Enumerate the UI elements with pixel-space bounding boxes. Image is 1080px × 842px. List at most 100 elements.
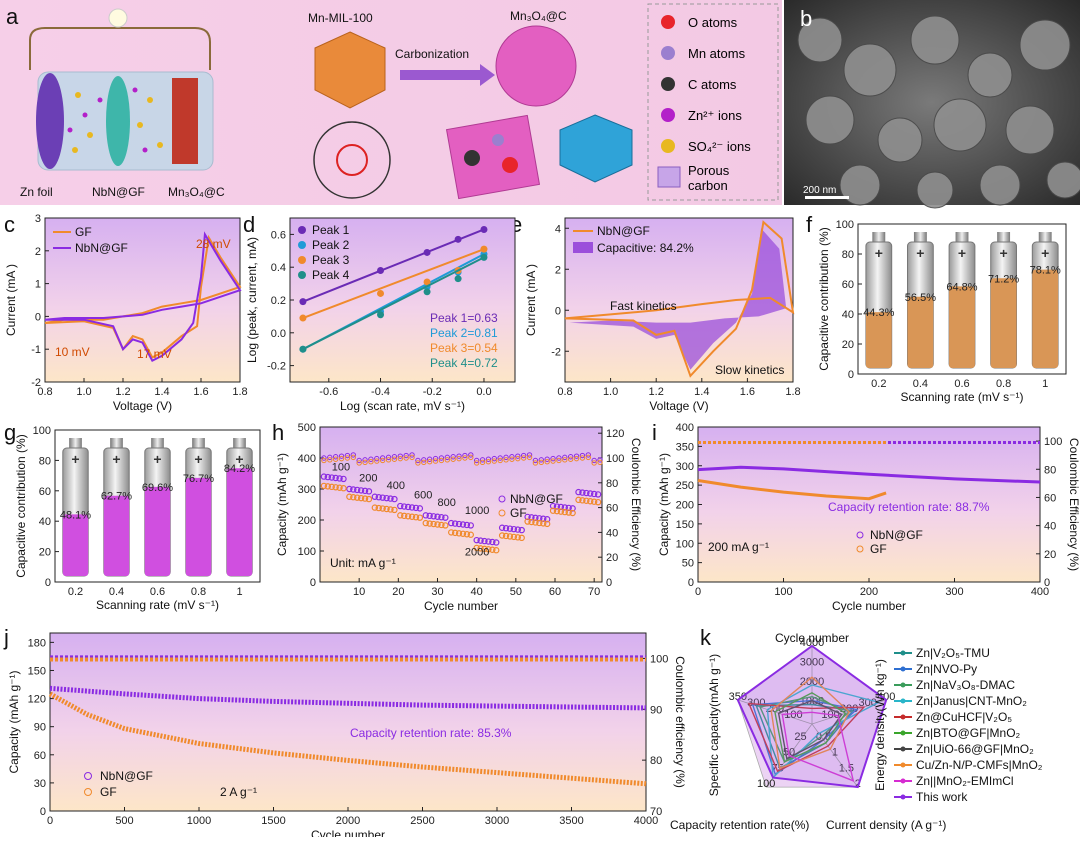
panel-d-fit-label-0: Peak 1=0.63 (430, 311, 498, 325)
panel-g-bar-4 (227, 468, 252, 576)
panel-f-bar-2 (949, 286, 975, 368)
panel-h-ytick-3: 300 (298, 484, 316, 496)
legend-label-0: O atoms (688, 15, 738, 30)
panel-k-axis-3-tick-3: 100 (757, 778, 775, 790)
panel-h-y2tick-2: 40 (606, 527, 618, 539)
panel-i-ytick-2: 100 (676, 538, 694, 550)
panel-e-legend-0: NbN@GF (597, 224, 650, 238)
panel-g-ytick-4: 80 (39, 455, 51, 467)
panel-k-legend-2: Zn|NaV₃O₈-DMAC (916, 678, 1015, 692)
panel-c-ytick-2: 0 (35, 311, 41, 323)
panel-g-xtick-3: 0.8 (191, 586, 206, 598)
panel-f-plus-icon-3: + (1000, 245, 1008, 261)
legend-marker-0 (661, 15, 675, 29)
panel-h-y2tick-0: 0 (606, 577, 612, 589)
panel-h-xtick-4: 50 (510, 586, 522, 598)
panel-d-point-0-4 (480, 226, 487, 233)
scale-bar (805, 196, 849, 199)
panel-i-annotation: Capacity retention rate: 88.7% (828, 500, 990, 514)
panel-b: b 200 nm (784, 0, 1080, 208)
panel-i-ytick-0: 0 (688, 577, 694, 589)
panel-d-ylabel: Log (peak, current, mA) (245, 237, 259, 363)
panel-e-ytick-0: -2 (551, 346, 561, 358)
panel-h-xtick-6: 70 (588, 586, 600, 598)
panel-c-xtick-2: 1.2 (115, 386, 130, 398)
panel-c-xlabel: Voltage (V) (113, 399, 172, 413)
panel-f-ytick-0: 0 (848, 369, 854, 381)
panel-label-b: b (800, 6, 812, 31)
panel-g-battery-cap-0 (69, 438, 82, 448)
panel-k-axis-label-0: Cycle number (775, 631, 849, 645)
panel-f-bar-label-0: 44.3% (863, 307, 894, 319)
panel-j-y2tick-2: 90 (650, 704, 662, 716)
panel-j-xtick-3: 1500 (261, 815, 285, 827)
panel-f-bar-4 (1032, 270, 1058, 368)
panel-k-legend-4: Zn@CuHCF|V₂O₅ (916, 710, 1012, 724)
zn-foil-icon (36, 73, 64, 169)
panel-c-annotation-0: 28 mV (196, 237, 231, 251)
panel-f-ytick-1: 20 (842, 339, 854, 351)
panel-f-plus-icon-4: + (1041, 245, 1049, 261)
panel-f: 020406080100Capacitive contribution (%) +… (817, 219, 1066, 404)
panel-f-bar-0 (866, 312, 892, 368)
panel-f-ytick-2: 40 (842, 309, 854, 321)
panel-j-legend-1: GF (100, 785, 117, 799)
panel-d-legend-3: Peak 4 (312, 268, 350, 282)
panel-d-fit-label-2: Peak 3=0.54 (430, 341, 498, 355)
panel-h-xtick-2: 30 (431, 586, 443, 598)
mof-label: Mn-MIL-100 (308, 11, 373, 25)
plot-panels: 0.8 1.0 1.2 1.4 1.6 1.8-2-10123Voltage (V)Cur… (4, 213, 1080, 837)
panel-g-ytick-1: 20 (39, 547, 51, 559)
cathode-icon (172, 78, 198, 164)
panel-d-ytick-3: 0.4 (271, 262, 286, 274)
scale-bar-label: 200 nm (803, 185, 836, 196)
panel-d-point-3-3 (455, 275, 462, 282)
panel-g-battery-cap-4 (233, 438, 246, 448)
panel-j-ytick-1: 30 (34, 778, 46, 790)
panel-c-legend-1: NbN@GF (75, 241, 128, 255)
panel-e-xtick-3: 1.4 (694, 386, 709, 398)
porous-carbon-block-icon (447, 115, 540, 198)
panel-i-ytick-4: 200 (676, 500, 694, 512)
panel-k-legend-3: Zn|Janus|CNT-MnO₂ (916, 694, 1027, 708)
panel-k-legend-marker-7 (901, 763, 906, 768)
panel-g-ytick-0: 0 (45, 577, 51, 589)
panel-j-legend-0: NbN@GF (100, 769, 153, 783)
panel-f-xtick-2: 0.6 (954, 378, 969, 390)
panel-i-y2tick-4: 80 (1044, 464, 1056, 476)
panel-f-plus-icon-1: + (916, 245, 924, 261)
panel-d-point-0-0 (299, 298, 306, 305)
panel-i-y2tick-3: 60 (1044, 492, 1056, 504)
panel-d-point-0-1 (377, 267, 384, 274)
panel-f-ylabel: Capacitive contribution (%) (817, 227, 831, 370)
panel-f-battery-cap-2 (956, 232, 969, 242)
panel-i-ytick-1: 50 (682, 558, 694, 570)
panel-a: a Zn foil NbN@GF Mn₃O₄@C Mn-MIL-100 Carb… (0, 0, 782, 205)
panel-k-legend-marker-0 (901, 651, 906, 656)
carbonization-label: Carbonization (395, 47, 469, 61)
legend-marker-5 (658, 167, 680, 187)
panel-i-y2tick-2: 40 (1044, 521, 1056, 533)
panel-j-current-label: 2 A g⁻¹ (220, 785, 257, 799)
panel-d-point-3-0 (299, 346, 306, 353)
panel-e-xtick-2: 1.2 (649, 386, 664, 398)
legend-label-4: SO₄²⁻ ions (688, 139, 751, 154)
panel-d-point-2-0 (299, 315, 306, 322)
panel-e: 0.8 1.0 1.2 1.4 1.6 1.8-2024Voltage (V)Curren… (524, 218, 801, 413)
panel-f-plus-icon-2: + (958, 245, 966, 261)
panel-h-rate-label-1: 200 (359, 472, 377, 484)
panel-j-xtick-5: 2500 (410, 815, 434, 827)
panel-g-ylabel: Capacitive contribution (%) (14, 434, 28, 577)
panel-h-xtick-3: 40 (471, 586, 483, 598)
panel-g-plus-icon-3: + (194, 451, 202, 467)
panel-f-battery-cap-0 (872, 232, 885, 242)
panel-i: 0 100 200 300 400050100150200250300350400Cyc… (657, 422, 1080, 613)
panel-d-legend-0: Peak 1 (312, 223, 350, 237)
panel-f-bar-label-3: 71.2% (988, 273, 1019, 285)
zn-foil-label: Zn foil (20, 185, 53, 199)
panel-d-point-0-3 (455, 236, 462, 243)
panel-g-bar-label-1: 62.7% (101, 491, 132, 503)
panel-d-legend-marker-0 (298, 226, 306, 234)
panel-i-ytick-3: 150 (676, 519, 694, 531)
